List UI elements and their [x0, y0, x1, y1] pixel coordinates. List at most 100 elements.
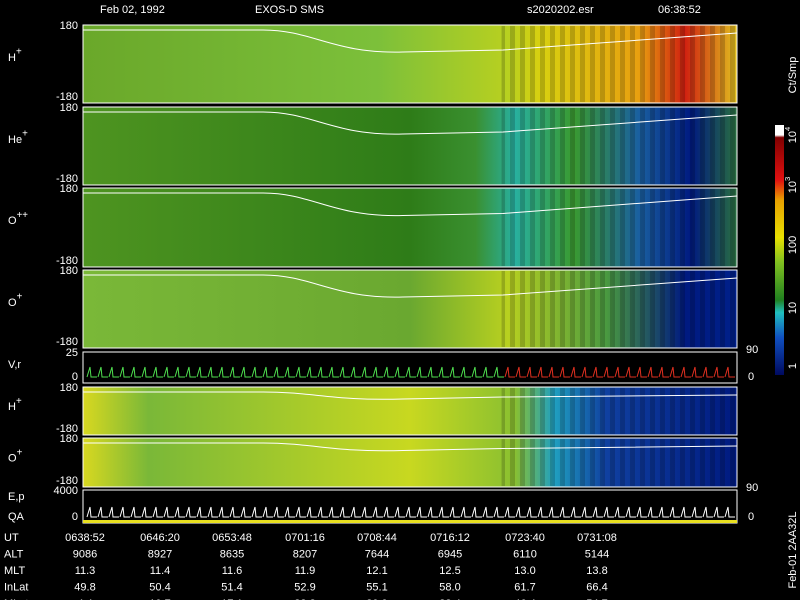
wave-mark	[691, 506, 702, 518]
wave-mark	[119, 366, 130, 378]
table-row-label: UT	[4, 532, 19, 544]
panel-frame	[82, 489, 738, 524]
panel-label-base: H	[8, 401, 16, 413]
table-cell: 9086	[73, 548, 97, 560]
table-cell: 66.4	[586, 581, 607, 593]
wave-mark	[372, 506, 383, 518]
wave-mark	[141, 366, 152, 378]
wave-mark	[218, 366, 229, 378]
header-time: 06:38:52	[658, 4, 701, 16]
wave-mark	[383, 506, 394, 518]
y-min-label: 0	[72, 371, 78, 383]
wave-mark	[251, 366, 262, 378]
wave-mark	[570, 366, 581, 378]
wave-mark	[240, 506, 251, 518]
table-cell: 5144	[585, 548, 609, 560]
table-cell: 38.4	[439, 598, 460, 600]
wave-mark	[405, 366, 416, 378]
wave-mark	[603, 506, 614, 518]
wave-mark	[317, 506, 328, 518]
wave-mark	[405, 506, 416, 518]
wave-mark	[383, 366, 394, 378]
table-cell: 0653:48	[212, 532, 252, 544]
colorbar-label: 104	[783, 126, 799, 143]
table-cell: 11.6	[222, 565, 243, 577]
wave-mark	[647, 366, 658, 378]
panel-label-sup: +	[17, 291, 23, 302]
panel-label-sup: ++	[17, 209, 29, 220]
table-cell: 6945	[438, 548, 462, 560]
header-instrument: EXOS-D SMS	[255, 4, 324, 16]
footer-note: Feb-01 2AA32L	[787, 511, 799, 588]
wave-mark	[119, 506, 130, 518]
wave-mark	[427, 366, 438, 378]
wave-mark	[548, 506, 559, 518]
y-max-label: 25	[66, 347, 78, 359]
wave-mark	[669, 506, 680, 518]
panel-label-sup: +	[22, 128, 28, 139]
table-cell: 13.8	[586, 565, 607, 577]
wave-mark	[515, 366, 526, 378]
wave-mark	[603, 366, 614, 378]
table-cell: 11.4	[150, 565, 171, 577]
wave-mark	[504, 366, 515, 378]
trace-line	[83, 442, 738, 452]
wave-mark	[152, 506, 163, 518]
wave-mark	[185, 506, 196, 518]
panel-label: O+	[8, 447, 23, 465]
wave-mark	[130, 506, 141, 518]
wave-mark	[394, 506, 405, 518]
wave-mark	[196, 366, 207, 378]
wave-mark	[339, 366, 350, 378]
table-row-label: MLat	[4, 598, 28, 600]
table-cell: 0701:16	[285, 532, 325, 544]
table-cell: 50.4	[149, 581, 170, 593]
wave-mark	[229, 506, 240, 518]
wave-mark	[108, 366, 119, 378]
y-min-label: -180	[56, 423, 78, 435]
wave-mark	[207, 366, 218, 378]
wave-mark	[515, 506, 526, 518]
colorbar-label-sup: 4	[783, 126, 792, 131]
wave-mark	[97, 506, 108, 518]
wave-mark	[108, 506, 119, 518]
colorbar-label-base: 100	[787, 236, 799, 254]
table-row-label: MLT	[4, 565, 25, 577]
wave-mark	[416, 366, 427, 378]
colorbar-label: 103	[783, 177, 799, 194]
table-cell: 51.4	[221, 581, 242, 593]
panel-label-sup: +	[17, 447, 23, 458]
table-cell: 0646:20	[140, 532, 180, 544]
table-cell: 0708:44	[357, 532, 397, 544]
table-cell: 17.1	[221, 598, 242, 600]
wave-mark	[702, 366, 713, 378]
wave-mark	[251, 506, 262, 518]
panel-label: He+	[8, 128, 28, 146]
wave-mark	[295, 506, 306, 518]
wave-mark	[240, 366, 251, 378]
wave-mark	[86, 506, 97, 518]
wave-mark	[86, 366, 97, 378]
colorbar-label: 10	[787, 302, 799, 314]
wave-mark	[680, 366, 691, 378]
table-cell: 6110	[513, 548, 537, 560]
wave-mark	[493, 506, 504, 518]
table-cell: 10.7	[149, 598, 170, 600]
y-min-label: -180	[56, 173, 78, 185]
panel-stripes	[501, 26, 736, 102]
y-min-label: 0	[72, 511, 78, 523]
wave-mark	[427, 506, 438, 518]
wave-mark	[141, 506, 152, 518]
wave-mark	[284, 506, 295, 518]
wave-mark	[317, 366, 328, 378]
panel-label: V,r	[8, 359, 21, 371]
panel-stripes	[501, 271, 736, 347]
wave-mark	[196, 506, 207, 518]
y-min-label: -180	[56, 91, 78, 103]
wave-mark	[548, 366, 559, 378]
header-file: s2020202.esr	[527, 4, 594, 16]
wave-mark	[350, 366, 361, 378]
wave-mark	[97, 366, 108, 378]
wave-mark	[416, 506, 427, 518]
wave-mark	[394, 366, 405, 378]
